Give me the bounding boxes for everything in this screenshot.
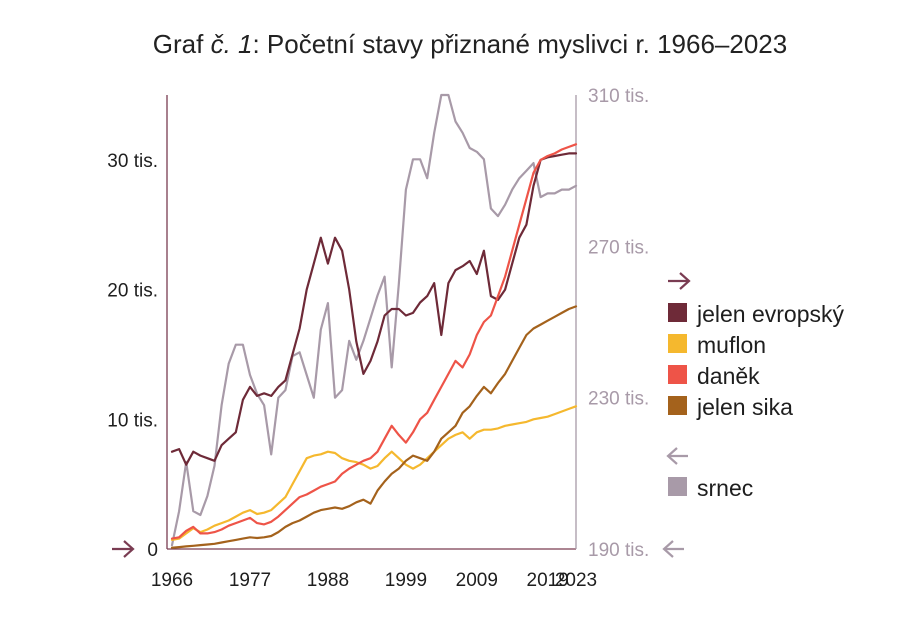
legend-label: jelen sika	[696, 394, 793, 420]
arrow-right-icon	[112, 540, 135, 558]
right-tick-label: 310 tis.	[588, 86, 649, 107]
legend-swatch	[668, 334, 687, 353]
x-tick-label: 2019	[527, 570, 569, 591]
series-line-jelen-evropský	[170, 152, 578, 466]
axes	[166, 95, 577, 550]
legend-label: daněk	[697, 363, 760, 389]
x-tick-label: 2009	[456, 570, 498, 591]
arrow-left-icon	[662, 540, 684, 558]
x-tick-label: 1966	[151, 570, 193, 591]
legend-swatch	[668, 396, 687, 415]
right-tick-label: 190 tis.	[588, 540, 649, 561]
legend-label: muflon	[697, 332, 766, 358]
chart-title: Graf č. 1: Početní stavy přiznané mysliv…	[153, 29, 787, 59]
left-tick-label: 10 tis.	[107, 410, 158, 431]
legend-swatch	[668, 303, 687, 322]
series-layer	[170, 93, 578, 549]
x-tick-label: 2023	[555, 570, 597, 591]
left-tick-label: 30 tis.	[107, 151, 158, 172]
x-tick-label: 1988	[307, 570, 349, 591]
series-line-jelen-sika	[170, 305, 578, 549]
x-tick-label: 1999	[385, 570, 427, 591]
legend-swatch	[668, 365, 687, 384]
left-tick-label: 20 tis.	[107, 281, 158, 302]
series-line-srnec	[170, 93, 578, 547]
x-tick-label: 1977	[229, 570, 271, 591]
arrow-right-icon	[668, 272, 691, 290]
right-tick-label: 270 tis.	[588, 237, 649, 258]
legend: jelen evropský muflon daněk jelen sika srnec	[666, 272, 845, 501]
legend-label: srnec	[697, 475, 753, 501]
series-line-muflon	[170, 405, 578, 542]
legend-label: jelen evropský	[696, 301, 845, 327]
series-line-daněk	[170, 143, 578, 540]
legend-swatch	[668, 477, 687, 496]
right-tick-label: 230 tis.	[588, 389, 649, 410]
left-tick-label: 0	[147, 540, 158, 561]
arrow-left-icon	[666, 447, 688, 465]
